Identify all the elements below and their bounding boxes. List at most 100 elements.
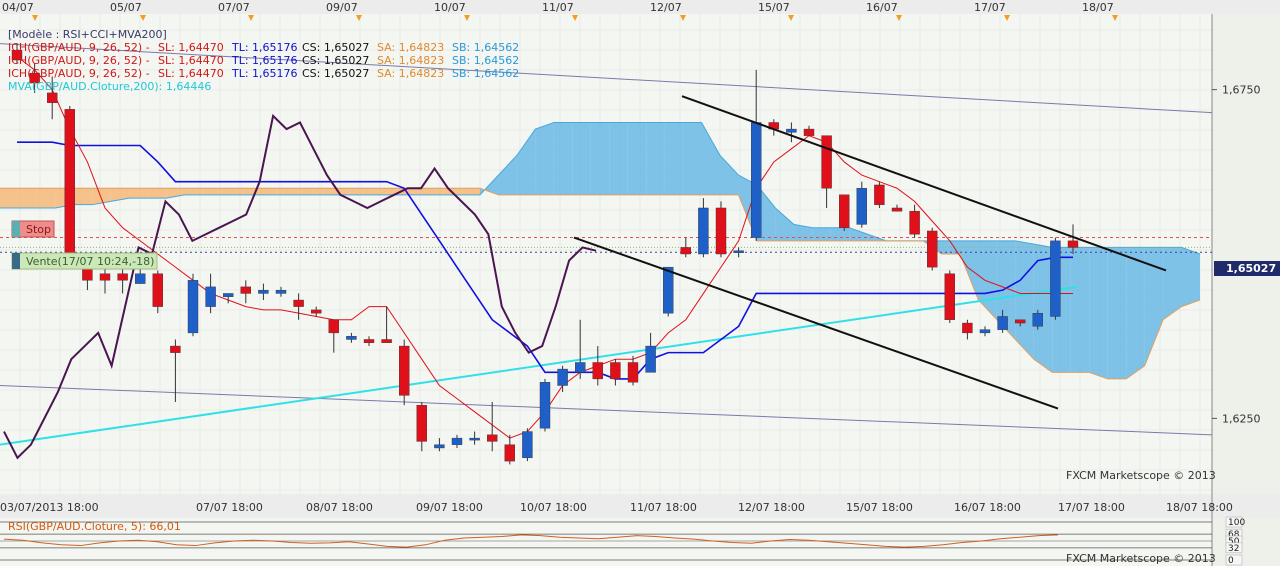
- kumo-segment: [387, 188, 407, 195]
- ich-sl-2: SL: 1,64470: [158, 54, 224, 67]
- mva-line: [0, 285, 1078, 446]
- candle-body: [997, 316, 1008, 330]
- kumo-segment: [1144, 247, 1164, 366]
- sell-order-tag[interactable]: Vente(17/07 10:24,-18): [11, 252, 158, 270]
- candle-body: [856, 188, 867, 225]
- kumo-segment: [350, 188, 370, 195]
- candle: [205, 273, 216, 314]
- candle-body: [134, 273, 146, 284]
- candle: [469, 431, 480, 445]
- bottom-date-tick: 03/07/2013 18:00: [0, 501, 99, 514]
- kumo-segment: [1089, 247, 1108, 379]
- rsi-level-label: 50: [1228, 537, 1240, 547]
- kumo-segment: [830, 227, 850, 241]
- candle-body: [610, 362, 621, 380]
- top-date-tick: 04/07: [2, 1, 34, 14]
- ich-cs-2: CS: 1,65027: [302, 54, 369, 67]
- rsi-level-label: 32: [1228, 544, 1239, 554]
- candle-body: [487, 434, 498, 442]
- top-date-marker: [680, 15, 686, 21]
- senkou-span-a: [0, 121, 1201, 255]
- top-date-tick: 10/07: [434, 1, 466, 14]
- candle-body: [786, 128, 797, 133]
- stop-order-tag[interactable]: Stop: [11, 220, 55, 238]
- bottom-date-tick: 18/07 18:00: [1166, 501, 1233, 514]
- kumo-segment: [1015, 240, 1034, 360]
- kumo-segment: [221, 188, 240, 195]
- kumo-segment: [461, 188, 480, 195]
- candle: [733, 247, 744, 258]
- candle: [363, 336, 375, 347]
- top-date-marker: [572, 15, 578, 21]
- candle: [680, 237, 691, 258]
- top-date-bar: [0, 0, 1280, 14]
- candle: [839, 194, 850, 231]
- bottom-date-bar: [0, 494, 1280, 518]
- top-date-marker: [32, 15, 38, 21]
- trend-lines[interactable]: [573, 95, 1167, 410]
- candle-body: [311, 309, 322, 314]
- candle: [487, 401, 498, 452]
- rsi-level-label: 0: [1228, 556, 1234, 566]
- kumo-segment: [535, 122, 554, 195]
- top-date-tick: 11/07: [542, 1, 574, 14]
- kumo-segment: [646, 122, 665, 195]
- bottom-date-tick: 09/07 18:00: [416, 501, 483, 514]
- kumo-segment: [110, 188, 130, 202]
- bottom-date-tick: 17/07 18:00: [1058, 501, 1125, 514]
- candle-body: [205, 286, 216, 307]
- candle-body: [557, 368, 568, 386]
- candle-body: [328, 319, 339, 334]
- candle: [610, 359, 621, 386]
- candle: [134, 267, 146, 284]
- candle-body: [539, 382, 551, 429]
- candle: [170, 339, 181, 402]
- top-date-marker: [1112, 15, 1118, 21]
- mva-200-line: [0, 285, 1078, 446]
- kumo-segment: [756, 184, 776, 241]
- kumo-segment: [572, 122, 591, 195]
- top-date-marker: [788, 15, 794, 21]
- lower-trend-line: [573, 236, 1059, 410]
- kumo-segment: [996, 240, 1016, 340]
- ich-sa-3: SA: 1,64823: [377, 67, 444, 80]
- candle: [399, 339, 410, 406]
- kumo-segment: [73, 188, 93, 205]
- kumo-segment: [92, 188, 111, 205]
- ich-name-3: ICH(GBP/AUD, 9, 26, 52) -: [8, 67, 150, 80]
- kumo-segment: [720, 155, 739, 195]
- kumo-segment: [313, 188, 333, 195]
- ich-sb-2: SB: 1,64562: [452, 54, 519, 67]
- top-date-marker: [140, 15, 146, 21]
- kumo-segment: [683, 122, 702, 195]
- candle: [645, 332, 656, 373]
- top-date-marker: [464, 15, 470, 21]
- rsi-panel: [0, 521, 1212, 561]
- candle-body: [680, 247, 691, 255]
- ich-cs-3: CS: 1,65027: [302, 67, 369, 80]
- candle: [997, 309, 1008, 333]
- candle: [944, 270, 955, 324]
- candle: [187, 273, 199, 337]
- candle-body: [891, 207, 903, 212]
- candle-body: [64, 109, 76, 255]
- ich-name-1: ICH(GBP/AUD, 9, 26, 52) -: [8, 41, 150, 54]
- candle-body: [751, 122, 762, 238]
- candle: [311, 306, 322, 317]
- candle-body: [1032, 312, 1044, 327]
- order-levels: [0, 237, 1212, 253]
- kumo-segment: [498, 155, 517, 195]
- candle-body: [944, 273, 955, 320]
- current-price-tag: 1,65027: [1214, 261, 1280, 276]
- candle: [222, 293, 234, 304]
- kijun-sen-line: [17, 141, 1073, 380]
- candle-body: [962, 322, 973, 334]
- candle-body: [821, 135, 832, 189]
- candle-body: [839, 194, 850, 228]
- candle-body: [434, 444, 445, 449]
- ich-sl-1: SL: 1,64470: [158, 41, 224, 54]
- candle: [1015, 319, 1026, 327]
- candle-body: [575, 362, 586, 373]
- candle: [522, 428, 533, 462]
